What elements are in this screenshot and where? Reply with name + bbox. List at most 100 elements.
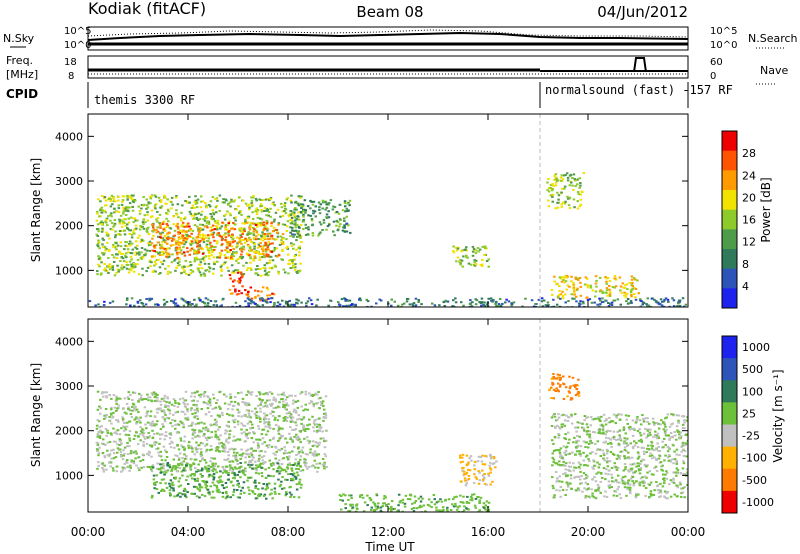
power-echo-cell	[338, 304, 342, 307]
velocity-echo-cell	[480, 460, 484, 463]
power-echo-cell	[241, 231, 245, 234]
velocity-echo-cell	[149, 444, 152, 447]
power-echo-cell	[150, 242, 154, 245]
velocity-echo-cell	[107, 455, 111, 458]
power-echo-cell	[251, 203, 254, 206]
velocity-echo-cell	[214, 430, 217, 433]
power-echo-cell	[117, 199, 120, 202]
velocity-echo-cell	[151, 420, 154, 423]
velocity-echo-cell	[247, 402, 250, 405]
velocity-echo-cell	[225, 395, 228, 398]
velocity-echo-cell	[626, 486, 629, 489]
power-echo-cell	[111, 266, 114, 269]
power-echo-cell	[188, 195, 191, 198]
power-echo-cell	[269, 255, 273, 258]
power-echo-cell	[207, 222, 211, 225]
power-echo-cell	[212, 246, 215, 248]
power-echo-cell	[121, 268, 124, 271]
power-echo-cell	[178, 258, 181, 260]
velocity-echo-cell	[459, 494, 462, 497]
power-echo-cell	[175, 209, 178, 212]
velocity-echo-cell	[578, 478, 582, 481]
velocity-echo-cell	[247, 486, 250, 489]
velocity-echo-cell	[637, 469, 641, 472]
velocity-echo-cell	[147, 396, 150, 399]
power-echo-cell	[646, 297, 649, 300]
power-echo-cell	[139, 226, 143, 229]
power-echo-cell	[233, 240, 236, 243]
velocity-echo-cell	[174, 402, 177, 404]
velocity-echo-cell	[624, 432, 627, 435]
power-echo-cell	[252, 234, 256, 237]
velocity-echo-cell	[339, 498, 342, 501]
power-echo-cell	[172, 301, 176, 304]
velocity-echo-cell	[176, 494, 179, 497]
power-echo-cell	[193, 298, 196, 301]
power-echo-cell	[256, 216, 260, 219]
velocity-echo-cell	[470, 497, 474, 500]
power-echo-cell	[232, 255, 235, 258]
velocity-echo-cell	[169, 422, 172, 424]
power-echo-cell	[237, 241, 241, 244]
velocity-echo-cell	[584, 496, 587, 499]
velocity-echo-cell	[254, 460, 257, 463]
power-echo-cell	[483, 304, 487, 307]
velocity-echo-cell	[209, 404, 212, 407]
velocity-echo-cell	[481, 474, 485, 477]
velocity-echo-cell	[294, 428, 298, 430]
power-echo-cell	[272, 293, 276, 296]
power-echo-cell	[100, 230, 104, 233]
power-echo-cell	[300, 207, 303, 209]
velocity-echo-cell	[165, 486, 169, 489]
velocity-echo-cell	[599, 432, 602, 435]
velocity-echo-cell	[225, 492, 228, 495]
velocity-echo-cell	[311, 393, 314, 396]
velocity-echo-cell	[303, 458, 306, 461]
power-echo-cell	[256, 265, 259, 267]
power-echo-cell	[244, 305, 248, 307]
velocity-echo-cell	[578, 467, 582, 470]
power-echo-cell	[248, 224, 252, 227]
velocity-echo-cell	[257, 459, 260, 462]
velocity-echo-cell	[415, 507, 419, 510]
power-echo-cell	[483, 253, 486, 256]
power-echo-cell	[218, 256, 221, 259]
velocity-echo-cell	[155, 441, 158, 444]
power-echo-cell	[252, 301, 255, 304]
station-title: Kodiak (fitACF)	[88, 0, 206, 18]
velocity-echo-cell	[240, 448, 243, 451]
velocity-echo-cell	[226, 451, 230, 453]
velocity-echo-cell	[270, 488, 273, 491]
velocity-echo-cell	[374, 505, 377, 508]
power-echo-cell	[470, 305, 474, 307]
power-echo-cell	[195, 239, 198, 242]
velocity-echo-cell	[218, 414, 221, 417]
power-echo-cell	[122, 257, 125, 260]
power-echo-cell	[201, 233, 205, 236]
velocity-echo-cell	[179, 437, 182, 440]
velocity-echo-cell	[665, 492, 668, 495]
velocity-echo-cell	[575, 430, 578, 433]
power-echo-cell	[162, 239, 166, 242]
power-echo-cell	[676, 305, 679, 307]
power-echo-cell	[110, 194, 114, 197]
power-echo-cell	[160, 199, 163, 202]
velocity-echo-cell	[575, 450, 579, 453]
power-echo-cell	[177, 232, 180, 235]
velocity-echo-cell	[212, 496, 216, 499]
velocity-echo-cell	[270, 492, 273, 495]
velocity-echo-cell	[408, 498, 412, 501]
velocity-echo-cell	[594, 489, 597, 492]
velocity-echo-cell	[177, 458, 181, 461]
velocity-echo-cell	[234, 396, 237, 398]
velocity-echo-cell	[257, 425, 260, 428]
velocity-echo-cell	[174, 477, 177, 480]
power-echo-cell	[133, 232, 136, 235]
velocity-echo-cell	[241, 397, 245, 400]
velocity-echo-cell	[295, 467, 298, 470]
power-echo-cell	[273, 247, 277, 249]
power-echo-cell	[231, 241, 235, 244]
velocity-echo-cell	[236, 489, 239, 491]
power-echo-cell	[130, 258, 133, 261]
velocity-echo-cell	[284, 398, 288, 401]
